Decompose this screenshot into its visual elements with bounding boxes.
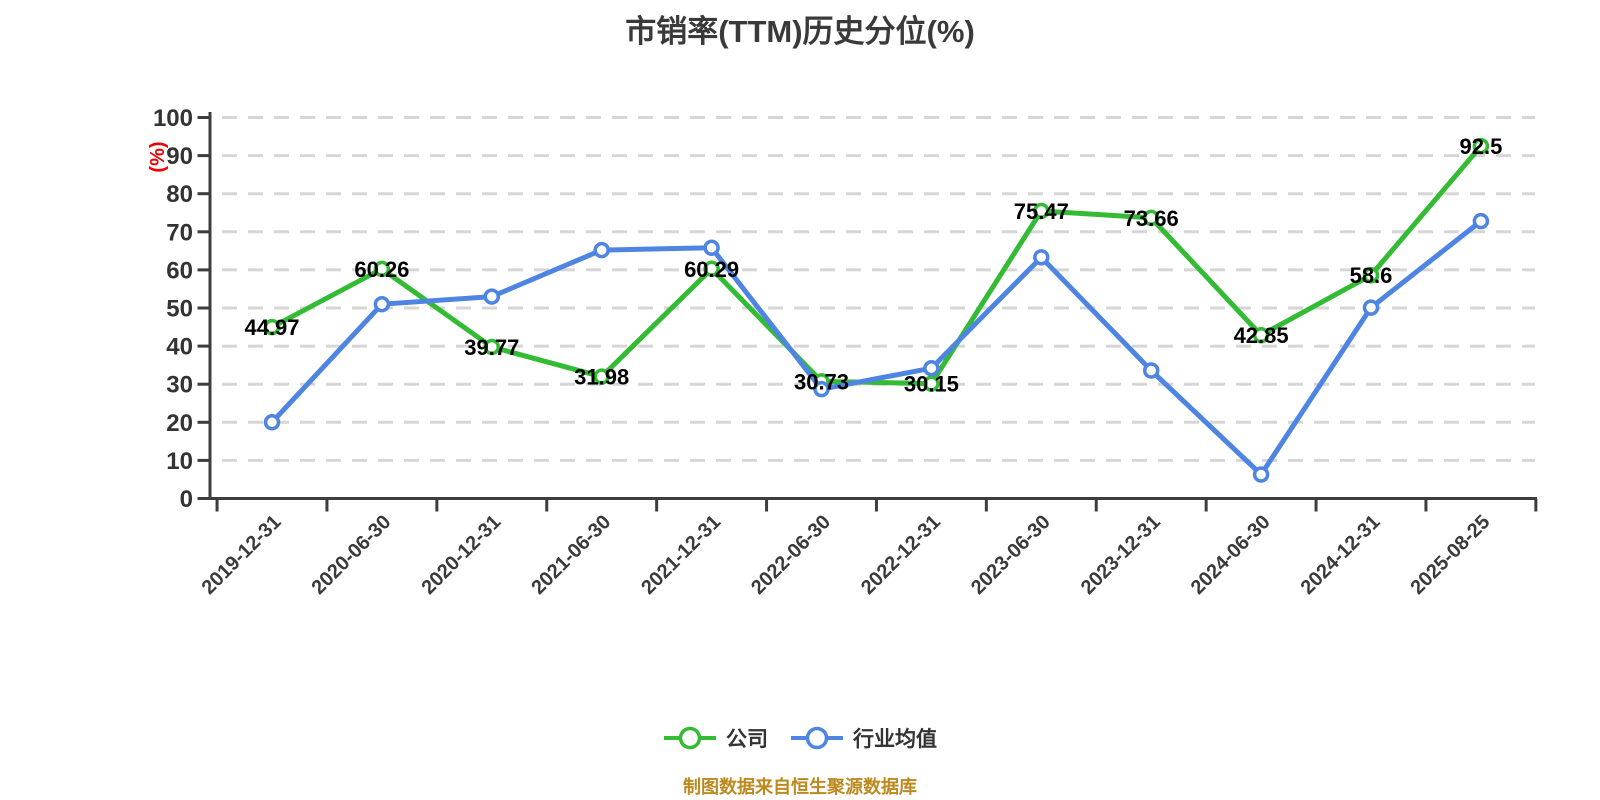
data-point-company bbox=[373, 260, 391, 278]
y-tick-label: 80 bbox=[166, 181, 193, 208]
series-line-company bbox=[269, 143, 1484, 387]
value-label: 39.77 bbox=[464, 335, 519, 360]
x-axis-label: 2019-12-31 bbox=[198, 511, 286, 599]
x-axis-label: 2021-06-30 bbox=[527, 511, 615, 599]
value-label: 73.66 bbox=[1124, 206, 1179, 231]
data-point-industry bbox=[593, 241, 610, 259]
legend-marker-company-icon bbox=[664, 726, 716, 750]
data-point-company bbox=[1142, 209, 1160, 227]
x-axis-label: 2022-06-30 bbox=[747, 511, 835, 599]
x-axis-label: 2020-12-31 bbox=[417, 511, 505, 599]
legend-item-company[interactable]: 公司 bbox=[663, 723, 768, 753]
data-point-company bbox=[1033, 202, 1050, 220]
x-axis-label: 2023-06-30 bbox=[967, 511, 1055, 599]
y-tick-label: 20 bbox=[166, 410, 193, 437]
y-tick-label: 50 bbox=[166, 296, 193, 323]
line-chart-plot: 0 10 20 30 40 50 60 70 80 90 100 2019-12-31 2020-06-… bbox=[147, 105, 1538, 599]
data-point-industry bbox=[373, 295, 391, 313]
y-tick-label: 100 bbox=[153, 105, 193, 132]
data-point-industry bbox=[813, 380, 830, 398]
data-point-company bbox=[593, 368, 610, 385]
legend-item-industry[interactable]: 行业均值 bbox=[790, 723, 937, 753]
x-axis-label: 2020-06-30 bbox=[308, 511, 396, 599]
data-point-company bbox=[1252, 326, 1270, 344]
x-axis-label: 2024-12-31 bbox=[1297, 511, 1385, 599]
x-axis-label: 2025-08-25 bbox=[1407, 511, 1495, 599]
data-point-company bbox=[923, 375, 940, 392]
y-tick-label: 0 bbox=[180, 486, 193, 513]
x-axis-label: 2023-12-31 bbox=[1077, 511, 1165, 599]
y-tick-label: 40 bbox=[166, 334, 193, 361]
y-tick-label: 60 bbox=[166, 257, 193, 284]
data-point-industry bbox=[1472, 212, 1490, 230]
y-tick-label: 10 bbox=[166, 448, 193, 475]
value-label: 31.98 bbox=[574, 365, 629, 390]
legend-label-industry: 行业均值 bbox=[853, 728, 937, 751]
value-label: 44.97 bbox=[244, 315, 299, 340]
data-point-company bbox=[1362, 266, 1380, 284]
value-label: 92.5 bbox=[1459, 134, 1502, 159]
value-label: 60.29 bbox=[684, 257, 739, 282]
data-point-industry bbox=[923, 359, 940, 377]
data-source-note: 制图数据来自恒生聚源数据库 bbox=[683, 777, 917, 797]
data-point-industry bbox=[263, 414, 281, 431]
y-tick-label: 90 bbox=[166, 143, 193, 170]
value-label: 30.15 bbox=[904, 372, 959, 397]
value-label: 75.47 bbox=[1014, 199, 1069, 224]
value-label: 30.73 bbox=[794, 369, 849, 394]
chart-title: 市销率(TTM)历史分位(%) bbox=[625, 14, 975, 49]
y-tick-label: 30 bbox=[166, 372, 193, 399]
series-line-industry bbox=[269, 218, 1484, 477]
data-point-industry bbox=[703, 239, 720, 257]
data-point-industry bbox=[1033, 249, 1050, 266]
data-point-company bbox=[703, 260, 720, 278]
data-point-industry bbox=[1362, 299, 1380, 316]
x-axis-label: 2021-12-31 bbox=[637, 511, 725, 599]
data-point-company bbox=[263, 318, 281, 336]
data-point-industry bbox=[1142, 362, 1160, 379]
chart-legend: 公司 行业均值 bbox=[0, 723, 1600, 753]
value-label: 58.6 bbox=[1350, 263, 1393, 288]
value-label: 60.26 bbox=[354, 257, 409, 282]
data-point-company bbox=[483, 338, 501, 356]
y-tick-label: 70 bbox=[166, 219, 193, 246]
x-axis-label: 2024-06-30 bbox=[1187, 511, 1275, 599]
data-point-company bbox=[1472, 137, 1490, 155]
data-point-industry bbox=[1252, 466, 1270, 483]
legend-label-company: 公司 bbox=[726, 728, 768, 751]
value-label: 42.85 bbox=[1234, 323, 1289, 348]
x-axis-label: 2022-12-31 bbox=[857, 511, 945, 599]
y-axis-unit-label: (%) bbox=[147, 141, 169, 172]
legend-marker-industry-icon bbox=[791, 726, 843, 750]
data-point-industry bbox=[483, 288, 501, 305]
